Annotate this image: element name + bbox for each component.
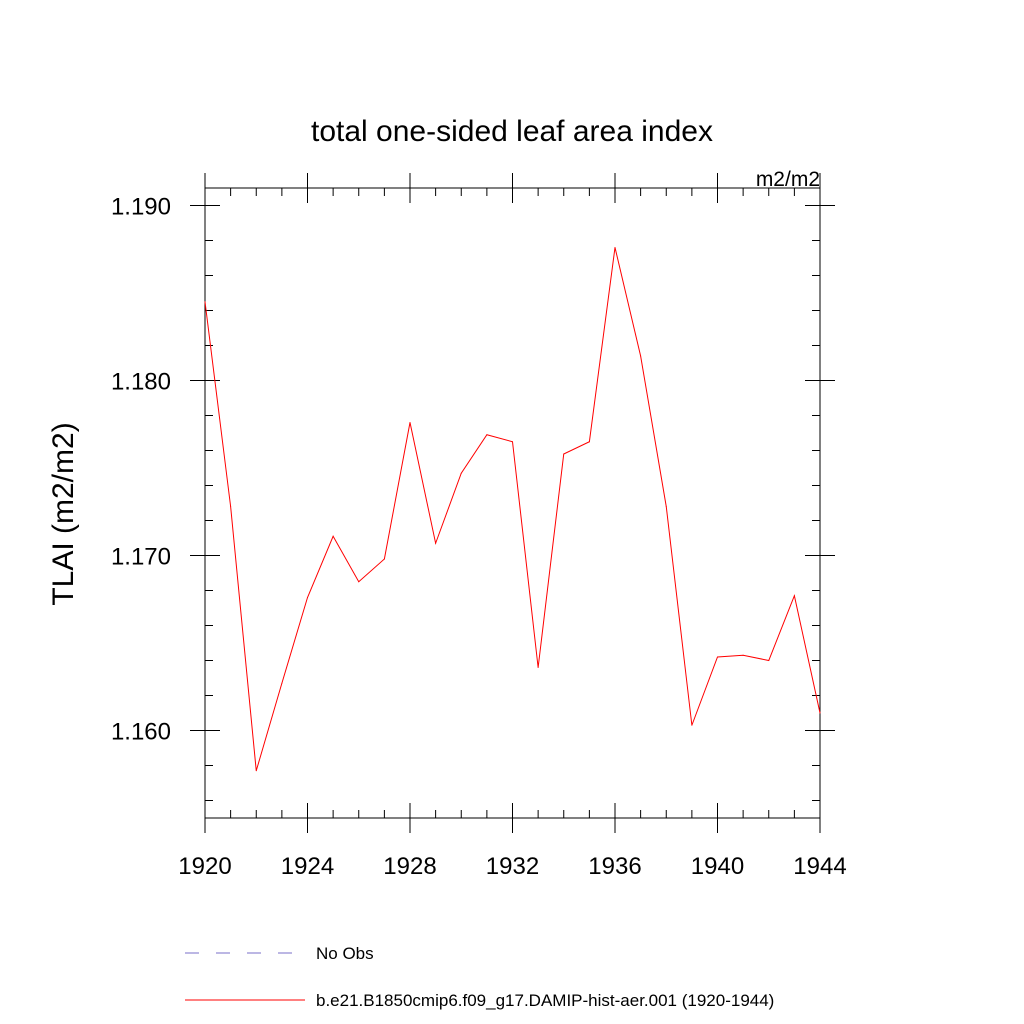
chart-title: total one-sided leaf area index xyxy=(311,115,713,148)
x-axis: 1920 1924 1928 1932 1936 1940 1944 xyxy=(178,173,847,880)
data-point xyxy=(588,441,590,443)
data-point xyxy=(255,770,257,772)
data-point xyxy=(230,506,232,507)
data-point xyxy=(717,656,718,658)
y-tick-label: 1.190 xyxy=(111,194,171,221)
legend-label-no-obs: No Obs xyxy=(316,944,374,963)
data-point xyxy=(460,472,462,474)
data-point xyxy=(614,247,616,248)
x-tick-label: 1924 xyxy=(281,853,334,880)
x-tick-label: 1940 xyxy=(691,853,744,880)
legend-item-model-run: b.e21.B1850cmip6.f09_g17.DAMIP-hist-aer.… xyxy=(185,991,774,1010)
legend-item-no-obs: No Obs xyxy=(185,944,374,963)
y-tick-label: 1.160 xyxy=(111,719,171,746)
data-point xyxy=(563,453,565,455)
y-tick-label: 1.170 xyxy=(111,544,171,571)
data-point xyxy=(537,667,539,668)
y-tick-label: 1.180 xyxy=(111,369,171,396)
data-point xyxy=(307,597,308,598)
data-point xyxy=(640,355,642,357)
data-point xyxy=(383,558,385,560)
data-point xyxy=(793,595,795,597)
data-point xyxy=(665,506,667,507)
data-point xyxy=(742,654,744,656)
series-layer xyxy=(204,247,821,772)
y-axis: 1.160 1.170 1.180 1.190 xyxy=(111,194,835,801)
series-line xyxy=(204,247,821,771)
data-point xyxy=(819,712,821,714)
data-point xyxy=(691,724,693,726)
y-axis-label: TLAI (m2/m2) xyxy=(47,422,80,605)
data-point xyxy=(204,301,206,303)
x-tick-label: 1920 xyxy=(178,853,231,880)
data-point xyxy=(332,535,334,537)
data-point xyxy=(281,682,283,684)
x-tick-label: 1928 xyxy=(383,853,436,880)
legend: No Obs b.e21.B1850cmip6.f09_g17.DAMIP-hi… xyxy=(185,944,774,1010)
legend-label-model-run: b.e21.B1850cmip6.f09_g17.DAMIP-hist-aer.… xyxy=(316,991,774,1010)
data-point xyxy=(435,542,437,544)
units-label: m2/m2 xyxy=(756,168,820,191)
x-tick-label: 1936 xyxy=(588,853,641,880)
data-point xyxy=(358,581,360,583)
data-point xyxy=(486,434,488,436)
plot-frame xyxy=(204,187,821,819)
data-point xyxy=(409,422,411,423)
data-point xyxy=(768,660,770,661)
x-tick-label: 1932 xyxy=(486,853,539,880)
x-tick-label: 1944 xyxy=(793,853,846,880)
data-point xyxy=(512,441,513,443)
